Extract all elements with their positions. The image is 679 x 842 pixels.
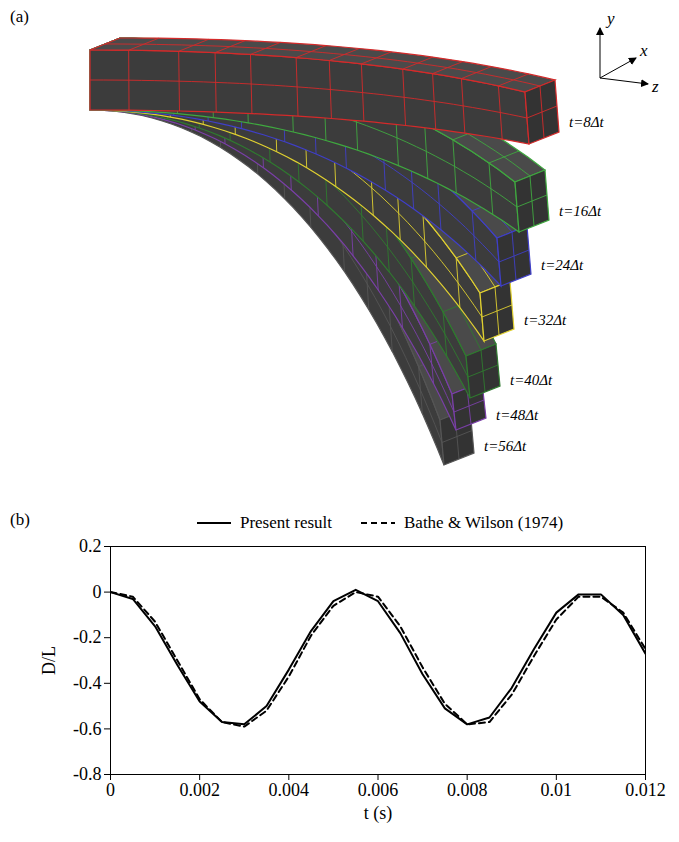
svg-text:0.2: 0.2: [79, 536, 102, 556]
svg-text:t=32Δt: t=32Δt: [524, 312, 567, 328]
svg-text:0: 0: [106, 780, 115, 800]
svg-text:t=24Δt: t=24Δt: [541, 257, 584, 273]
svg-text:-0.2: -0.2: [73, 627, 102, 647]
svg-text:0: 0: [93, 582, 102, 602]
svg-text:D/L: D/L: [39, 646, 59, 675]
svg-text:0.008: 0.008: [447, 780, 488, 800]
svg-text:0.012: 0.012: [625, 780, 666, 800]
html-text:(b): (b): [10, 510, 30, 529]
html-text:Bathe & Wilson (1974): Bathe & Wilson (1974): [404, 513, 564, 532]
svg-text:t=16Δt: t=16Δt: [559, 203, 602, 219]
svg-text:t=48Δt: t=48Δt: [496, 407, 539, 423]
svg-text:(a): (a): [10, 7, 29, 26]
svg-text:t=8Δt: t=8Δt: [569, 114, 605, 130]
svg-text:0.002: 0.002: [179, 780, 220, 800]
svg-text:-0.4: -0.4: [73, 673, 102, 693]
svg-text:t=56Δt: t=56Δt: [484, 438, 527, 454]
svg-text:-0.8: -0.8: [73, 764, 102, 784]
html-text:Present result: Present result: [239, 513, 332, 532]
svg-text:t (s): t (s): [364, 803, 393, 824]
svg-text:0.004: 0.004: [269, 780, 310, 800]
svg-text:t=40Δt: t=40Δt: [510, 372, 553, 388]
svg-text:z: z: [651, 77, 659, 96]
svg-text:-0.6: -0.6: [73, 719, 102, 739]
svg-text:0.01: 0.01: [541, 780, 573, 800]
svg-text:y: y: [605, 9, 615, 28]
svg-text:x: x: [639, 41, 648, 60]
svg-text:0.006: 0.006: [358, 780, 399, 800]
